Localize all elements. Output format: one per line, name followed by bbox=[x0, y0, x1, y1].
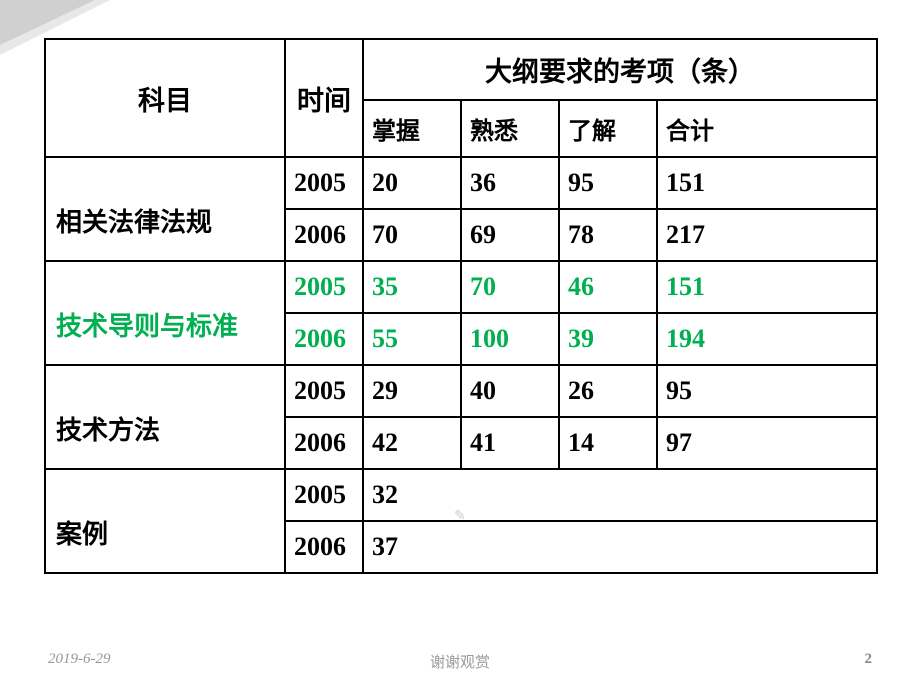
data-cell: 42 bbox=[363, 417, 461, 469]
header-time: 时间 bbox=[285, 39, 363, 157]
data-cell: 70 bbox=[363, 209, 461, 261]
pen-icon: ✎ bbox=[454, 508, 466, 525]
year-cell: 2005 bbox=[285, 261, 363, 313]
header-understand: 了解 bbox=[559, 100, 657, 157]
data-cell: 95 bbox=[559, 157, 657, 209]
data-cell: 20 bbox=[363, 157, 461, 209]
exam-items-table: 科目 时间 大纲要求的考项（条） 掌握 熟悉 了解 合计 相关法律法规20052… bbox=[44, 38, 878, 574]
year-cell: 2005 bbox=[285, 157, 363, 209]
subject-name-cell: 技术方法 bbox=[45, 365, 285, 469]
subject-name-cell: 技术导则与标准 bbox=[45, 261, 285, 365]
data-cell: 151 bbox=[657, 261, 877, 313]
header-exam-items: 大纲要求的考项（条） bbox=[363, 39, 877, 100]
subject-name-cell: 相关法律法规 bbox=[45, 157, 285, 261]
data-cell: 78 bbox=[559, 209, 657, 261]
footer-center-text: 谢谢观赏 bbox=[430, 651, 490, 672]
year-cell: 2005 bbox=[285, 365, 363, 417]
year-cell: 2006 bbox=[285, 417, 363, 469]
data-cell: 39 bbox=[559, 313, 657, 365]
data-cell: 70 bbox=[461, 261, 559, 313]
data-cell: 36 bbox=[461, 157, 559, 209]
data-cell-span: 37 bbox=[363, 521, 877, 573]
data-cell: 55 bbox=[363, 313, 461, 365]
data-cell: 35 bbox=[363, 261, 461, 313]
data-cell: 29 bbox=[363, 365, 461, 417]
data-cell: 97 bbox=[657, 417, 877, 469]
header-master: 掌握 bbox=[363, 100, 461, 157]
data-cell: 194 bbox=[657, 313, 877, 365]
year-cell: 2006 bbox=[285, 521, 363, 573]
data-cell: 26 bbox=[559, 365, 657, 417]
subject-name-cell: 案例 bbox=[45, 469, 285, 573]
data-cell: 95 bbox=[657, 365, 877, 417]
data-table-container: 科目 时间 大纲要求的考项（条） 掌握 熟悉 了解 合计 相关法律法规20052… bbox=[44, 38, 876, 574]
data-cell-span: 32 bbox=[363, 469, 877, 521]
data-cell: 100 bbox=[461, 313, 559, 365]
slide-footer: 2019-6-29 谢谢观赏 2 bbox=[0, 651, 920, 668]
header-subject: 科目 bbox=[45, 39, 285, 157]
header-total: 合计 bbox=[657, 100, 877, 157]
header-familiar: 熟悉 bbox=[461, 100, 559, 157]
data-cell: 217 bbox=[657, 209, 877, 261]
footer-date: 2019-6-29 bbox=[48, 651, 111, 668]
data-cell: 151 bbox=[657, 157, 877, 209]
data-cell: 40 bbox=[461, 365, 559, 417]
footer-page-number: 2 bbox=[865, 651, 873, 668]
data-cell: 46 bbox=[559, 261, 657, 313]
data-cell: 41 bbox=[461, 417, 559, 469]
year-cell: 2006 bbox=[285, 313, 363, 365]
data-cell: 14 bbox=[559, 417, 657, 469]
year-cell: 2006 bbox=[285, 209, 363, 261]
data-cell: 69 bbox=[461, 209, 559, 261]
year-cell: 2005 bbox=[285, 469, 363, 521]
